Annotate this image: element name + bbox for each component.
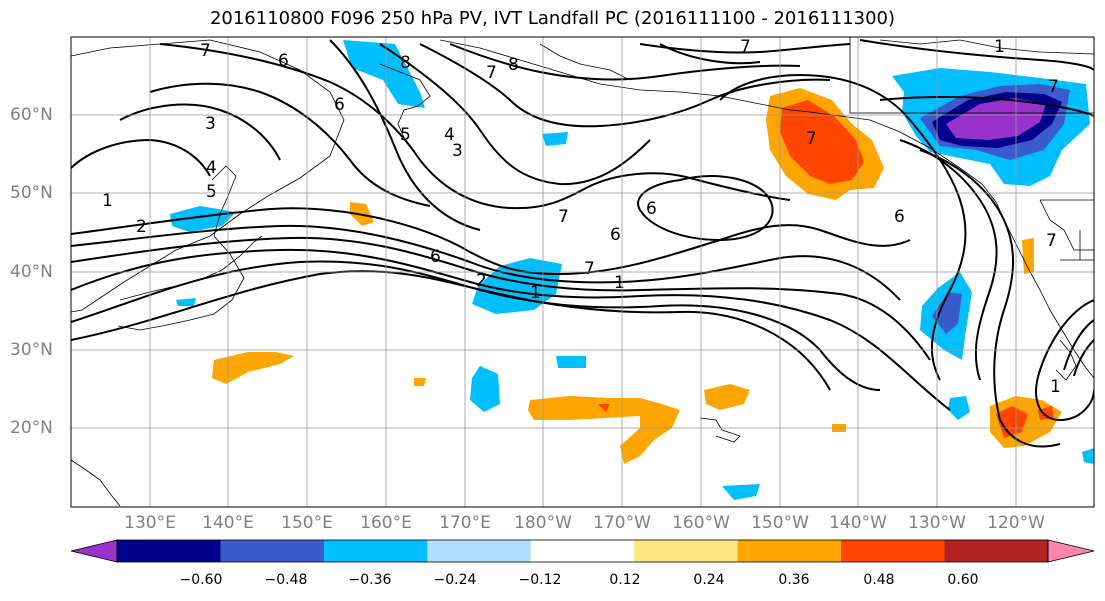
shade-orange-hawaii-band	[528, 396, 680, 464]
contour-label: 2	[136, 217, 147, 237]
lon-label: 150°W	[751, 513, 809, 533]
contour-label: 4	[444, 125, 455, 145]
negative-shading	[170, 40, 1094, 500]
positive-shading	[212, 88, 1062, 464]
borders	[849, 37, 1094, 261]
lon-label: 160°W	[672, 513, 730, 533]
colorbar-segment	[220, 540, 325, 562]
lat-label: 30°N	[10, 340, 53, 360]
colorbar-tick: −0.48	[264, 572, 308, 588]
colorbar-segment	[634, 540, 739, 562]
contour-label: 7	[740, 37, 751, 57]
contour-label: 7	[806, 129, 817, 149]
contour-label: 6	[894, 207, 905, 227]
contour-label: 3	[452, 141, 463, 161]
contour-label: 7	[1048, 77, 1059, 97]
shade-red-hawaii	[598, 404, 610, 412]
map-title: 2016110800 F096 250 hPa PV, IVT Landfall…	[209, 8, 896, 29]
colorbar-segment	[841, 540, 946, 562]
shade-blue-subtrop1	[556, 356, 586, 368]
colorbar-tick: 0.60	[947, 572, 979, 588]
shade-blue-japan	[170, 206, 236, 232]
shade-blue-sea-okhotsk	[343, 40, 425, 108]
lat-label: 50°N	[10, 183, 53, 203]
contour-label: 7	[486, 63, 497, 83]
colorbar-segment	[323, 540, 428, 562]
colorbar-segment	[737, 540, 842, 562]
colorbar-tick: 0.48	[863, 572, 895, 588]
pv-contours	[71, 39, 1094, 448]
lon-label: 120°W	[987, 513, 1045, 533]
lon-label: 160°E	[360, 513, 412, 533]
shade-blue-bering	[542, 132, 568, 146]
lon-label: 130°W	[908, 513, 966, 533]
colorbar-tick: 0.24	[693, 572, 725, 588]
colorbar-tick: 0.12	[609, 572, 641, 588]
shade-orange-subtrop-west	[212, 352, 294, 384]
contour-label: 5	[206, 182, 217, 202]
lat-label: 60°N	[10, 105, 53, 125]
shade-orange-small-4	[414, 378, 426, 386]
contour-label: 7	[558, 207, 569, 227]
contour-label: 8	[508, 55, 519, 75]
lon-label: 180°W	[514, 513, 572, 533]
lon-label: 140°E	[202, 513, 254, 533]
lon-label: 130°E	[124, 513, 176, 533]
lon-label: 150°E	[281, 513, 333, 533]
lon-label: 170°E	[439, 513, 491, 533]
contour-label: 6	[646, 199, 657, 219]
contour-label: 5	[400, 125, 411, 145]
gridlines	[71, 37, 1094, 507]
shade-orange-small-1	[704, 384, 750, 410]
contour-label: 2	[476, 271, 487, 291]
colorbar-segment	[530, 540, 635, 562]
contour-label: 1	[1050, 377, 1061, 397]
shade-orange-small-3	[1022, 238, 1034, 274]
lat-label: 20°N	[10, 418, 53, 438]
colorbar-extend-high	[1047, 539, 1095, 563]
lon-label: 140°W	[829, 513, 887, 533]
contour-label: 7	[1046, 231, 1057, 251]
contour-label: 3	[205, 114, 216, 134]
map-frame	[70, 36, 1095, 508]
lon-label: 170°W	[593, 513, 651, 533]
colorbar-segment	[944, 540, 1049, 562]
contour-label: 6	[430, 247, 441, 267]
shade-red-alaska	[780, 100, 864, 184]
shade-red-sw-small	[1038, 406, 1054, 420]
contour-label: 6	[610, 225, 621, 245]
shade-blue-small-1	[948, 396, 970, 420]
shade-blue-subtrop2	[470, 366, 500, 412]
colorbar-tick: −0.60	[179, 572, 223, 588]
contour-label: 8	[400, 53, 411, 73]
contour-label: 7	[200, 41, 211, 61]
colorbar-tick: 0.36	[778, 572, 810, 588]
colorbar-tick: −0.24	[433, 572, 477, 588]
colorbar-segment	[427, 540, 532, 562]
shade-purple-gulf	[946, 98, 1046, 140]
contour-label: 1	[530, 283, 541, 303]
contour-label: 1	[994, 37, 1005, 57]
contour-label: 4	[206, 158, 217, 178]
shade-blue-small-3	[1082, 448, 1094, 464]
contour-label: 6	[278, 51, 289, 71]
shade-blue-small-4	[176, 298, 196, 306]
contour-label: 1	[102, 191, 113, 211]
shade-mid-blue-ne-pacific	[932, 292, 962, 334]
colorbar-tick: −0.36	[348, 572, 392, 588]
lat-label: 40°N	[10, 262, 53, 282]
shade-red-sw	[996, 406, 1028, 438]
shade-blue-small-2	[722, 484, 760, 500]
colorbar-extend-low	[70, 539, 118, 563]
colorbar-tick: −0.12	[518, 572, 562, 588]
contour-label: 7	[584, 259, 595, 279]
contour-label: 1	[614, 273, 625, 293]
colorbar-segment	[117, 540, 221, 562]
contour-label: 6	[334, 95, 345, 115]
contour-labels: 7 6 3 4 5 1 2 8 6 7 8 5 6 3 4 2 1 7 6 6 …	[102, 37, 1061, 397]
colorbar	[70, 539, 1095, 563]
